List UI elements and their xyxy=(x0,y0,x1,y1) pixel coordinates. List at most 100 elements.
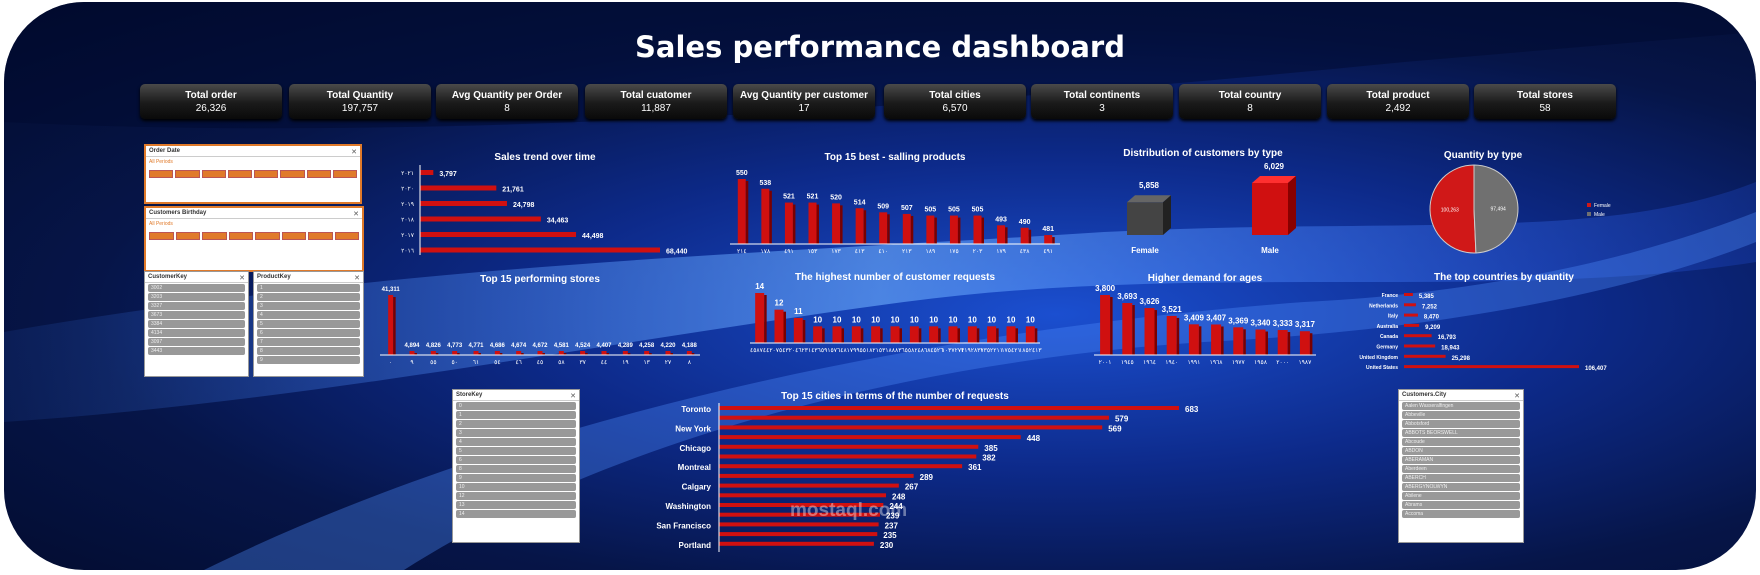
slicer-item[interactable]: 2 xyxy=(456,420,576,428)
slicer-item[interactable]: 0 xyxy=(456,402,576,410)
bar xyxy=(1006,326,1016,343)
data-label: 106,407 xyxy=(1585,366,1607,372)
slicer-item[interactable]: 3384 xyxy=(148,320,245,328)
kpi-card: Total country 8 xyxy=(1179,84,1321,119)
order-date-slicer[interactable]: Order Date ✕ All Periods xyxy=(144,144,362,204)
slicer-item[interactable]: ABDON xyxy=(1402,447,1520,455)
kpi-value: 2,492 xyxy=(1385,103,1411,114)
slicer-item[interactable]: 10 xyxy=(456,483,576,491)
slicer-item[interactable]: 9 xyxy=(257,356,360,364)
slicer-title: ProductKey xyxy=(254,272,363,283)
kpi-card: Total order 26,326 xyxy=(140,84,282,119)
kpi-value: 11,887 xyxy=(641,103,671,114)
slicer-item[interactable]: 13 xyxy=(456,501,576,509)
slicer-item[interactable]: Aalen Wasseralfingen xyxy=(1402,402,1520,410)
clear-filter-icon[interactable]: ✕ xyxy=(570,393,576,400)
slicer-item[interactable]: Abrams xyxy=(1402,501,1520,509)
slicer-item[interactable]: ABERAMAN xyxy=(1402,456,1520,464)
slicer-item[interactable]: 6 xyxy=(456,456,576,464)
slicer-item[interactable]: 14 xyxy=(456,510,576,518)
data-label: 3,797 xyxy=(439,171,457,178)
bar xyxy=(516,351,522,355)
bar-side xyxy=(606,353,609,355)
slicer-item[interactable]: 2 xyxy=(257,293,360,301)
slicer-item[interactable]: ABERGYNOLWYN xyxy=(1402,483,1520,491)
data-label: 361 xyxy=(968,463,982,472)
slicer-item[interactable]: 3443 xyxy=(148,347,245,355)
tick-label: ١٨٥٢٤١٣ xyxy=(1019,348,1042,354)
slicer-item[interactable]: 4 xyxy=(456,438,576,446)
slicer-item[interactable]: 5 xyxy=(456,447,576,455)
slicer-item[interactable]: 5 xyxy=(257,320,360,328)
data-label: 579 xyxy=(1115,415,1129,424)
bar xyxy=(558,351,564,355)
data-label: 5,385 xyxy=(1419,294,1435,300)
data-label: 4,407 xyxy=(596,343,612,349)
slicer-item[interactable]: 8 xyxy=(257,347,360,355)
clear-filter-icon[interactable]: ✕ xyxy=(239,275,245,282)
customer-key-slicer[interactable]: CustomerKey ✕ 3002 3203 3327 3673 3384 4134 30… xyxy=(144,271,249,377)
slicer-item[interactable]: 1 xyxy=(257,284,360,292)
slicer-item[interactable]: 7 xyxy=(257,338,360,346)
tick-label: Italy xyxy=(1388,314,1398,320)
store-key-slicer[interactable]: StoreKey ✕ 0 1 2 3 4 5 6 8 9 10 12 13 14 xyxy=(452,389,580,543)
slicer-item[interactable]: Aberdeen xyxy=(1402,465,1520,473)
data-label: 6,029 xyxy=(1264,162,1285,171)
timeline-bar[interactable] xyxy=(146,232,362,240)
bar xyxy=(420,247,660,253)
slicer-item[interactable]: 3002 xyxy=(148,284,245,292)
bar xyxy=(987,326,997,343)
bar xyxy=(997,225,1006,244)
tick-label: ١٩٦٤ xyxy=(1143,360,1156,366)
clear-filter-icon[interactable]: ✕ xyxy=(1514,393,1520,400)
bar xyxy=(580,351,586,355)
slicer-item[interactable]: 3097 xyxy=(148,338,245,346)
bar xyxy=(452,351,458,355)
clear-filter-icon[interactable]: ✕ xyxy=(351,149,357,156)
data-label: 505 xyxy=(925,207,937,214)
city-slicer[interactable]: Customers.City ✕ Aalen Wasseralfingen Abb… xyxy=(1398,389,1524,543)
slicer-item[interactable]: Abilene xyxy=(1402,492,1520,500)
bar xyxy=(420,216,541,222)
bar xyxy=(430,351,436,355)
tick-label: ٥٠ xyxy=(451,360,457,366)
bar-side xyxy=(841,328,844,343)
tick-label: ٥٨ xyxy=(558,360,565,366)
data-label: 248 xyxy=(892,492,906,501)
slicer-title: Customers Birthday xyxy=(146,208,362,219)
slicer-item[interactable]: Abcoude xyxy=(1402,438,1520,446)
timeline-bar[interactable] xyxy=(146,170,360,178)
slicer-item[interactable]: 4134 xyxy=(148,329,245,337)
bar-side xyxy=(1265,331,1268,355)
tick-label: ٢٠١٩ xyxy=(401,202,414,208)
slicer-item[interactable]: ABBOTS BEORSWELL xyxy=(1402,429,1520,437)
bar xyxy=(1166,315,1177,355)
data-label: 4,220 xyxy=(660,343,676,349)
data-label: 235 xyxy=(883,531,897,540)
data-label: 505 xyxy=(972,207,984,214)
slicer-item[interactable]: 3673 xyxy=(148,311,245,319)
clear-filter-icon[interactable]: ✕ xyxy=(353,211,359,218)
data-label: 509 xyxy=(877,203,889,210)
slicer-item[interactable]: Accoma xyxy=(1402,510,1520,518)
clear-filter-icon[interactable]: ✕ xyxy=(354,275,360,282)
slicer-item[interactable]: 1 xyxy=(456,411,576,419)
kpi-value: 6,570 xyxy=(942,103,968,114)
kpi-card: Total stores 58 xyxy=(1474,84,1616,119)
slicer-item[interactable]: 8 xyxy=(456,465,576,473)
slicer-item[interactable]: 3 xyxy=(257,302,360,310)
slicer-item[interactable]: ABERCH xyxy=(1402,474,1520,482)
slicer-item[interactable]: 3327 xyxy=(148,302,245,310)
slicer-item[interactable]: Abbeville xyxy=(1402,411,1520,419)
slicer-item[interactable]: 9 xyxy=(456,474,576,482)
slicer-item[interactable]: 6 xyxy=(257,329,360,337)
slicer-item[interactable]: 3203 xyxy=(148,293,245,301)
data-label: 3,369 xyxy=(1228,316,1249,325)
bar xyxy=(622,351,628,355)
slicer-item[interactable]: Abbotsford xyxy=(1402,420,1520,428)
data-label: 3,407 xyxy=(1206,313,1227,322)
slicer-item[interactable]: 4 xyxy=(257,311,360,319)
slicer-item[interactable]: 12 xyxy=(456,492,576,500)
slicer-item[interactable]: 3 xyxy=(456,429,576,437)
